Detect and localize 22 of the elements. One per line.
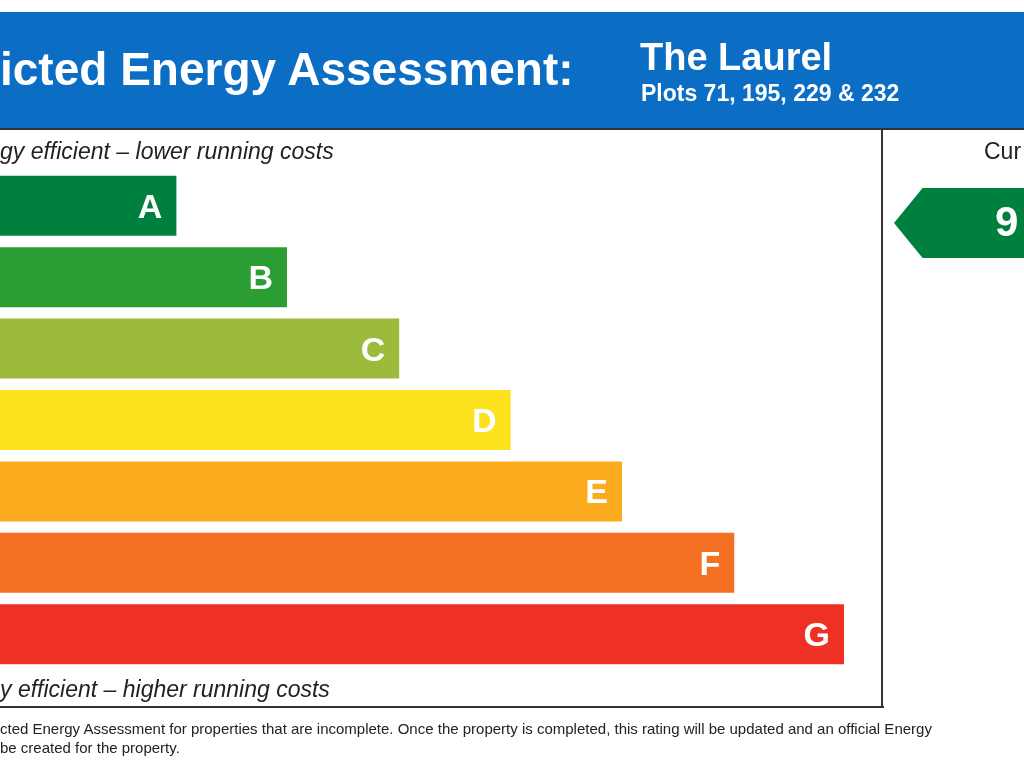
bar [0,247,287,308]
y-tick-label: D [472,401,497,439]
y-tick-label: C [360,329,386,368]
bar [0,390,511,450]
text: Cur [984,138,1022,165]
bar [0,604,844,665]
bar [0,532,735,593]
text: 9 [995,198,1019,246]
text: cted Energy Assessment for properties that are incomplete. Once the property is completed, this rating will be updated and an official Energy [0,720,932,737]
text: be created for the property. [0,739,180,756]
bar [0,318,400,379]
text: gy efficient – lower running costs [0,138,334,165]
y-tick-label: F [699,543,721,582]
y-tick-label: E [585,472,609,511]
bar [0,175,177,236]
y-tick-label: A [137,186,163,225]
y-tick-label: B [248,258,273,297]
chart-title: icted Energy Assessment: [0,42,574,96]
bar [0,461,623,522]
y-tick-label: G [803,615,830,654]
text: Plots 71, 195, 229 & 232 [641,80,900,107]
chart-subtitle: The Laurel [640,36,833,79]
